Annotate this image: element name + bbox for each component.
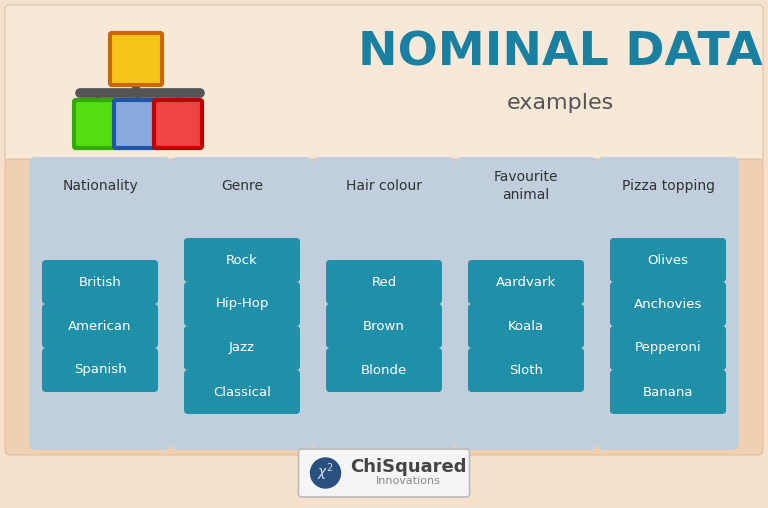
Text: Classical: Classical xyxy=(213,386,271,398)
FancyBboxPatch shape xyxy=(154,100,202,148)
Text: British: British xyxy=(78,275,121,289)
FancyBboxPatch shape xyxy=(74,100,122,148)
Text: examples: examples xyxy=(506,93,614,113)
Text: Aardvark: Aardvark xyxy=(496,275,556,289)
Text: ChiSquared: ChiSquared xyxy=(350,458,467,476)
FancyBboxPatch shape xyxy=(326,260,442,304)
Text: Red: Red xyxy=(372,275,396,289)
FancyBboxPatch shape xyxy=(326,304,442,348)
FancyBboxPatch shape xyxy=(468,260,584,304)
Text: Pepperoni: Pepperoni xyxy=(634,341,701,355)
Circle shape xyxy=(310,458,340,488)
Text: Spanish: Spanish xyxy=(74,364,126,376)
FancyBboxPatch shape xyxy=(5,5,763,163)
Text: Nationality: Nationality xyxy=(62,179,138,193)
Text: Sloth: Sloth xyxy=(509,364,543,376)
Text: Blonde: Blonde xyxy=(361,364,407,376)
Text: Banana: Banana xyxy=(643,386,694,398)
Text: Hair colour: Hair colour xyxy=(346,179,422,193)
FancyBboxPatch shape xyxy=(184,282,300,326)
FancyBboxPatch shape xyxy=(184,326,300,370)
FancyBboxPatch shape xyxy=(42,348,158,392)
Text: Anchovies: Anchovies xyxy=(634,298,702,310)
FancyBboxPatch shape xyxy=(610,326,726,370)
FancyBboxPatch shape xyxy=(114,100,162,148)
FancyBboxPatch shape xyxy=(42,260,158,304)
Text: Hip-Hop: Hip-Hop xyxy=(215,298,269,310)
FancyBboxPatch shape xyxy=(610,238,726,282)
Text: Brown: Brown xyxy=(363,320,405,333)
FancyBboxPatch shape xyxy=(455,157,597,450)
Text: Genre: Genre xyxy=(221,179,263,193)
Text: Innovations: Innovations xyxy=(376,476,441,486)
FancyBboxPatch shape xyxy=(313,157,455,450)
FancyBboxPatch shape xyxy=(184,238,300,282)
Text: Favourite
animal: Favourite animal xyxy=(494,170,558,202)
FancyBboxPatch shape xyxy=(29,157,171,450)
Text: Rock: Rock xyxy=(226,253,258,267)
FancyBboxPatch shape xyxy=(597,157,739,450)
FancyBboxPatch shape xyxy=(42,304,158,348)
Text: $\chi^2$: $\chi^2$ xyxy=(317,461,334,483)
FancyBboxPatch shape xyxy=(610,282,726,326)
Text: Olives: Olives xyxy=(647,253,688,267)
FancyBboxPatch shape xyxy=(5,159,763,455)
Text: NOMINAL DATA: NOMINAL DATA xyxy=(358,30,763,76)
FancyBboxPatch shape xyxy=(468,304,584,348)
FancyBboxPatch shape xyxy=(468,348,584,392)
FancyBboxPatch shape xyxy=(184,370,300,414)
FancyBboxPatch shape xyxy=(110,33,162,85)
FancyBboxPatch shape xyxy=(326,348,442,392)
Text: Pizza topping: Pizza topping xyxy=(621,179,714,193)
Text: Koala: Koala xyxy=(508,320,544,333)
FancyBboxPatch shape xyxy=(299,449,469,497)
Text: American: American xyxy=(68,320,132,333)
Text: Jazz: Jazz xyxy=(229,341,255,355)
FancyBboxPatch shape xyxy=(171,157,313,450)
FancyBboxPatch shape xyxy=(610,370,726,414)
